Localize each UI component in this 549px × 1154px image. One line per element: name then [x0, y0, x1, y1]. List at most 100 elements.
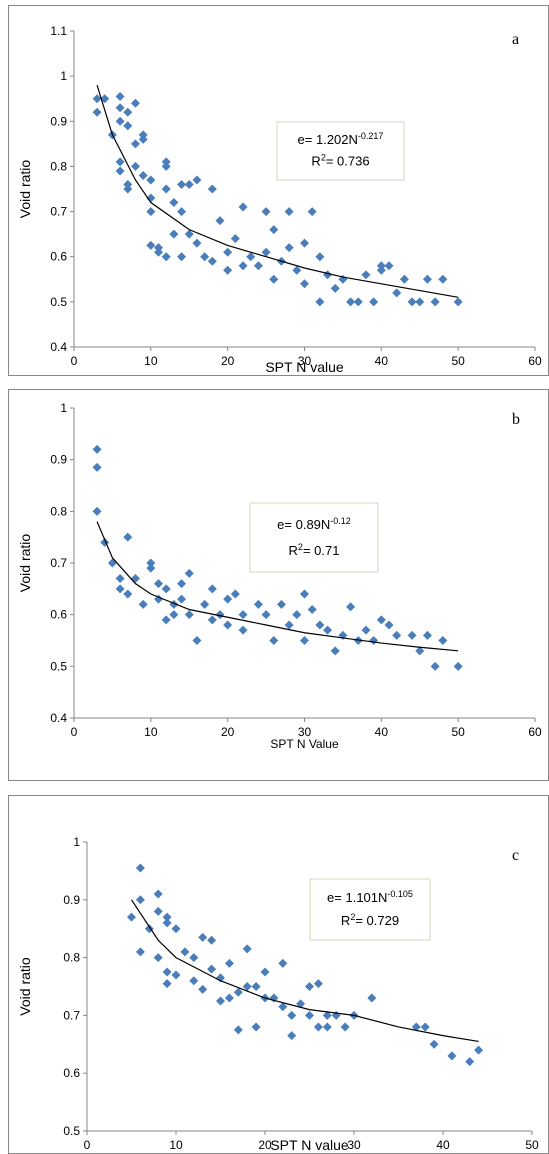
- point: [376, 265, 386, 275]
- point: [123, 107, 133, 117]
- r-squared: R2= 0.71: [289, 542, 340, 558]
- point: [223, 620, 233, 630]
- point: [146, 558, 156, 568]
- point: [287, 1010, 297, 1020]
- x-tick-label: 40: [375, 354, 389, 368]
- y-tick-label: 0.9: [63, 893, 80, 907]
- point: [422, 274, 432, 284]
- point: [169, 610, 179, 620]
- point: [177, 207, 187, 217]
- point: [184, 568, 194, 578]
- y-tick-label: 0.5: [63, 1124, 80, 1138]
- y-tick-label: 0.8: [50, 159, 67, 173]
- x-tick-label: 20: [258, 1138, 272, 1152]
- y-tick-label: 1: [60, 69, 67, 83]
- point: [300, 636, 309, 645]
- panel-label: a: [512, 31, 519, 48]
- point: [192, 238, 202, 248]
- point: [154, 594, 164, 604]
- point: [369, 297, 379, 307]
- point: [238, 202, 248, 212]
- point: [184, 179, 194, 189]
- point: [430, 297, 440, 307]
- y-axis-label: Void ratio: [17, 160, 33, 219]
- point: [313, 1022, 323, 1032]
- point: [161, 584, 171, 594]
- x-tick-label: 40: [436, 1138, 450, 1152]
- point: [376, 615, 386, 625]
- point: [323, 625, 333, 635]
- y-axis-label: Void ratio: [17, 534, 33, 593]
- x-tick-label: 60: [528, 354, 542, 368]
- point: [154, 579, 164, 589]
- point: [115, 584, 125, 594]
- x-tick-label: 50: [451, 354, 465, 368]
- y-tick-label: 1.1: [50, 24, 67, 38]
- point: [153, 889, 163, 899]
- point: [305, 1010, 314, 1020]
- point: [162, 967, 172, 977]
- equation-base: e= 1.202N: [298, 132, 358, 147]
- point: [253, 261, 263, 271]
- y-tick-label: 0.9: [50, 114, 67, 128]
- y-axis-label: Void ratio: [17, 957, 33, 1016]
- point: [162, 912, 172, 922]
- x-axis-label: SPT N value: [270, 1137, 349, 1153]
- point: [153, 906, 163, 916]
- point: [123, 184, 133, 194]
- r-squared-exponent: 2: [298, 542, 303, 552]
- point: [361, 270, 371, 280]
- point: [251, 982, 261, 991]
- point: [415, 297, 425, 307]
- trend-line: [130, 899, 479, 1043]
- equation-base: e= 1.101N: [327, 890, 387, 905]
- point: [207, 935, 217, 945]
- x-tick-label: 10: [144, 354, 158, 368]
- point: [200, 252, 210, 262]
- point: [138, 130, 148, 140]
- point: [361, 625, 371, 635]
- point: [238, 610, 248, 620]
- point: [399, 274, 409, 284]
- point: [215, 610, 225, 620]
- y-tick-label: 0.9: [50, 453, 67, 467]
- point: [138, 599, 148, 609]
- point: [420, 1022, 430, 1032]
- point: [278, 958, 288, 968]
- equation-exponent: -0.217: [358, 131, 384, 141]
- point: [146, 175, 156, 185]
- y-tick-label: 0.7: [50, 556, 67, 570]
- point: [233, 1025, 243, 1035]
- point: [189, 953, 199, 963]
- point: [292, 610, 302, 620]
- point: [177, 179, 187, 189]
- equation: e= 1.202N-0.217: [298, 131, 384, 147]
- x-tick-label: 50: [525, 1138, 539, 1152]
- point: [92, 506, 102, 516]
- point: [216, 996, 225, 1006]
- point: [407, 297, 417, 307]
- y-tick-label: 0.7: [63, 1008, 80, 1022]
- point: [223, 265, 233, 275]
- y-tick-label: 0.8: [50, 504, 67, 518]
- r-squared-value: = 0.71: [303, 543, 340, 558]
- point: [123, 532, 133, 542]
- point: [215, 216, 225, 226]
- point: [115, 166, 125, 176]
- point: [233, 987, 243, 997]
- r-squared-base: R: [341, 913, 350, 928]
- point: [115, 91, 125, 101]
- point: [296, 999, 306, 1009]
- point: [315, 252, 325, 262]
- x-tick-label: 10: [144, 725, 158, 739]
- point: [154, 243, 164, 253]
- r-squared-exponent: 2: [350, 912, 355, 922]
- point: [224, 958, 234, 968]
- point: [161, 157, 171, 167]
- point: [300, 589, 309, 599]
- point: [253, 599, 263, 609]
- point: [207, 584, 217, 594]
- r-squared-value: = 0.729: [355, 913, 399, 928]
- point: [192, 175, 202, 185]
